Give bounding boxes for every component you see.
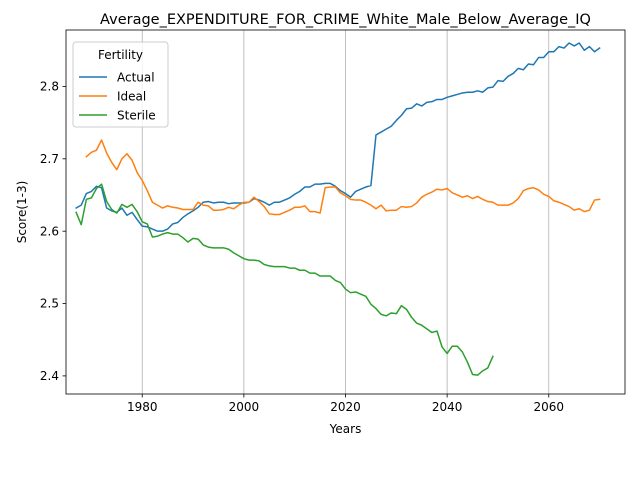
series-line-sterile bbox=[75, 183, 494, 376]
x-tick-label: 2000 bbox=[229, 400, 260, 414]
series-line-ideal bbox=[85, 139, 601, 216]
x-tick-label: 2060 bbox=[533, 400, 564, 414]
legend: Fertility Actual Ideal Sterile bbox=[72, 41, 169, 128]
legend-label-ideal: Ideal bbox=[117, 89, 146, 103]
chart-title: Average_EXPENDITURE_FOR_CRIME_White_Male… bbox=[100, 12, 591, 28]
legend-entries: Actual Ideal Sterile bbox=[79, 70, 156, 122]
y-axis-label: Score(1-3) bbox=[15, 181, 29, 244]
legend-label-actual: Actual bbox=[117, 70, 155, 84]
legend-label-sterile: Sterile bbox=[117, 108, 156, 122]
x-tick-label: 2020 bbox=[330, 400, 361, 414]
y-tick-label: 2.6 bbox=[40, 224, 59, 238]
y-tick-label: 2.5 bbox=[40, 297, 59, 311]
y-tick-label: 2.4 bbox=[40, 369, 59, 383]
x-axis-label: Years bbox=[329, 422, 362, 436]
y-tick-label: 2.8 bbox=[40, 80, 59, 94]
x-tick-label: 2040 bbox=[432, 400, 463, 414]
legend-title: Fertility bbox=[98, 48, 143, 62]
axis-ticks: 1980 2000 2020 2040 2060 2.4 2.5 2.6 2.7 2.8 bbox=[40, 80, 564, 414]
x-tick-label: 1980 bbox=[127, 400, 158, 414]
legend-box bbox=[72, 41, 169, 128]
series-lines bbox=[75, 42, 601, 376]
series-line-actual bbox=[75, 42, 601, 232]
y-tick-label: 2.7 bbox=[40, 152, 59, 166]
